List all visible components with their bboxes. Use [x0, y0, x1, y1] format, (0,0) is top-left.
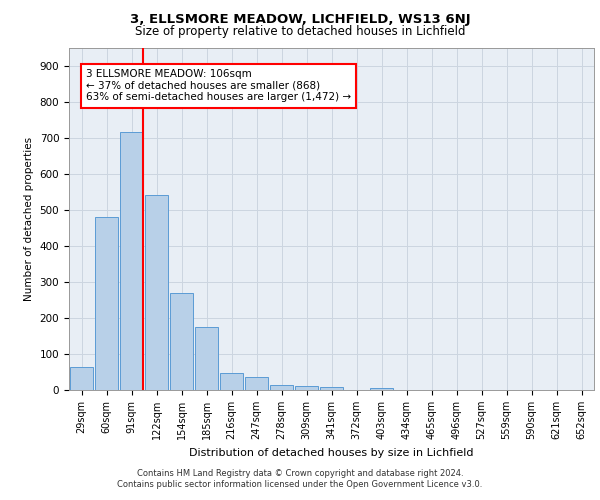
Bar — [170, 292, 193, 390]
Bar — [270, 384, 293, 390]
Text: Contains HM Land Registry data © Crown copyright and database right 2024.: Contains HM Land Registry data © Crown c… — [137, 468, 463, 477]
Bar — [320, 387, 343, 390]
Bar — [145, 196, 168, 390]
Bar — [195, 327, 218, 390]
X-axis label: Distribution of detached houses by size in Lichfield: Distribution of detached houses by size … — [189, 448, 474, 458]
Bar — [370, 388, 393, 390]
Bar — [120, 132, 143, 390]
Text: 3 ELLSMORE MEADOW: 106sqm
← 37% of detached houses are smaller (868)
63% of semi: 3 ELLSMORE MEADOW: 106sqm ← 37% of detac… — [86, 69, 351, 102]
Text: 3, ELLSMORE MEADOW, LICHFIELD, WS13 6NJ: 3, ELLSMORE MEADOW, LICHFIELD, WS13 6NJ — [130, 12, 470, 26]
Bar — [245, 378, 268, 390]
Bar — [295, 386, 318, 390]
Bar — [95, 217, 118, 390]
Bar — [70, 366, 93, 390]
Text: Contains public sector information licensed under the Open Government Licence v3: Contains public sector information licen… — [118, 480, 482, 489]
Y-axis label: Number of detached properties: Number of detached properties — [24, 136, 34, 301]
Bar — [220, 372, 243, 390]
Text: Size of property relative to detached houses in Lichfield: Size of property relative to detached ho… — [135, 25, 465, 38]
